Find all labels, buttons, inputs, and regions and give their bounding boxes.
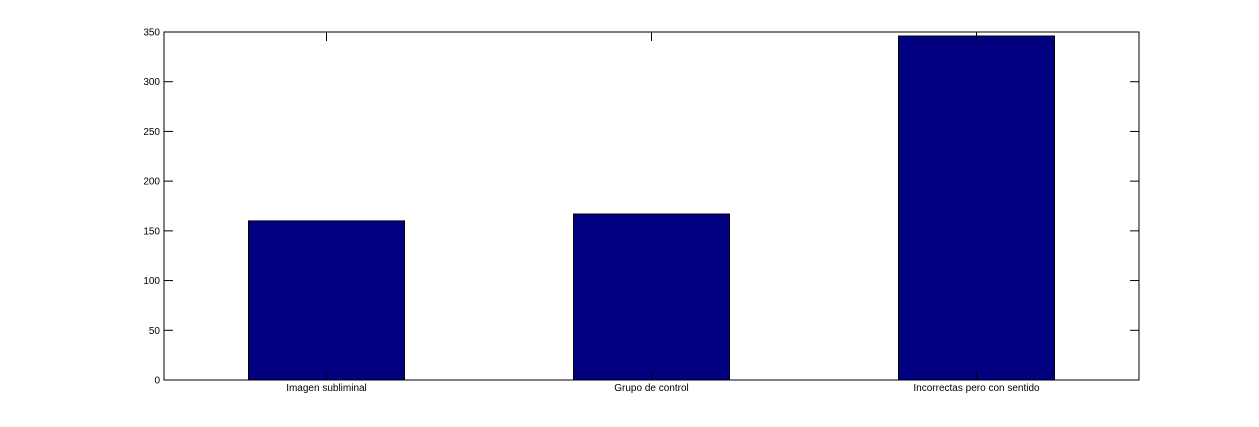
- bar-0: [248, 220, 405, 381]
- y-tick-label-2: 100: [143, 276, 160, 287]
- bar-1: [573, 213, 730, 381]
- x-tick-label-1: Grupo de control: [614, 383, 689, 394]
- bar-2: [898, 35, 1055, 381]
- y-axis: 0 50 100 150 200 250 300 350: [143, 28, 1139, 387]
- x-tick-label-0: Imagen subliminal: [286, 383, 367, 394]
- x-tick-label-2: Incorrectas pero con sentido: [913, 383, 1040, 394]
- y-tick-label-7: 350: [143, 28, 160, 39]
- y-tick-label-6: 300: [143, 77, 160, 88]
- y-tick-label-4: 200: [143, 177, 160, 188]
- x-axis: Imagen subliminal Grupo de control Incorre…: [286, 32, 1040, 394]
- y-tick-label-0: 0: [154, 376, 160, 387]
- y-tick-label-3: 150: [143, 226, 160, 237]
- y-tick-label-5: 250: [143, 127, 160, 138]
- bars-group: [248, 35, 1055, 381]
- y-tick-label-1: 50: [149, 326, 161, 337]
